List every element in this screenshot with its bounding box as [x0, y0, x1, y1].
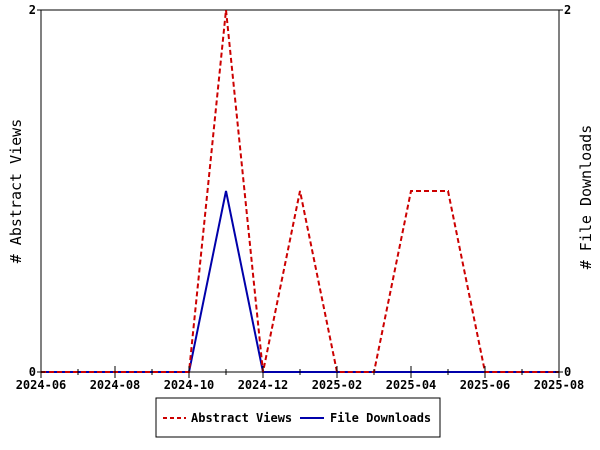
y-axis-right-title: # File Downloads — [577, 125, 595, 270]
y-right-tick-label: 2 — [564, 3, 571, 17]
legend-label-file-downloads: File Downloads — [330, 411, 431, 425]
legend-label-abstract-views: Abstract Views — [191, 411, 292, 425]
y-axis-left-title: # Abstract Views — [7, 119, 25, 264]
x-tick-label: 2025-04 — [386, 378, 437, 392]
legend-box — [155, 397, 441, 438]
x-tick-label: 2024-06 — [16, 378, 67, 392]
series-line-abstract-views — [41, 9, 559, 373]
ticks-layer: 2024-06 2024-08 2024-10 2024-12 2025-02 2025-… — [16, 3, 585, 392]
x-tick-label: 2024-08 — [90, 378, 141, 392]
x-tick-label: 2024-12 — [238, 378, 289, 392]
y-left-tick-label: 0 — [29, 365, 36, 379]
y-right-tick-label: 0 — [564, 365, 571, 379]
legend: Abstract Views File Downloads — [155, 397, 441, 438]
x-tick-label: 2025-02 — [312, 378, 363, 392]
y-left-tick-label: 2 — [29, 3, 36, 17]
x-tick-label: 2025-08 — [534, 378, 585, 392]
x-tick-label: 2025-06 — [460, 378, 511, 392]
x-tick-label: 2024-10 — [164, 378, 215, 392]
